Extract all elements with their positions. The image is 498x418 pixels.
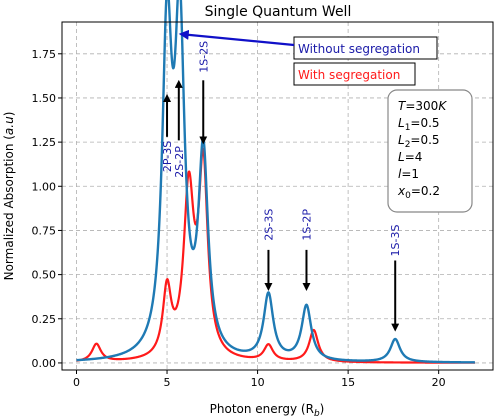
- series-line-with-segregation: [75, 147, 476, 364]
- annotation-with-segregation-text: With segregation: [298, 68, 400, 82]
- y-tick-label: 1.50: [32, 92, 57, 105]
- x-tick-label: 0: [73, 376, 80, 389]
- x-tick-label: 10: [251, 376, 265, 389]
- y-tick-label: 0.00: [32, 357, 57, 370]
- annotation-without-segregation: Without segregation: [293, 36, 438, 60]
- x-tick-label: 5: [164, 376, 171, 389]
- parameter-line: L=4: [398, 150, 422, 164]
- parameter-line: x0=0.2: [397, 184, 440, 201]
- y-tick-label: 0.75: [32, 224, 57, 237]
- parameter-line: l=1: [398, 167, 419, 181]
- annotation-without-segregation-text: Without segregation: [298, 42, 420, 56]
- ticks: 0 5 10 15 20 0.00 0.25 0.50 0.75 1.00 1.25 1.50 1.75: [32, 48, 446, 389]
- annotation-with-segregation: With segregation: [293, 62, 416, 86]
- peak-label-1s-3s: 1S-3S: [389, 225, 402, 257]
- parameter-line: L1=0.5: [398, 116, 440, 133]
- parameter-box: T=300K L1=0.5L2=0.5L=4 l=1 x0=0.2: [387, 89, 473, 213]
- peak-label-1s-2s: 1S-2S: [197, 41, 210, 73]
- y-tick-label: 1.00: [32, 180, 57, 193]
- x-tick-label: 20: [432, 376, 446, 389]
- y-tick-label: 1.25: [32, 136, 57, 149]
- plot-frame: [61, 21, 494, 371]
- peak-label-2s-3s: 2S-3S: [262, 209, 275, 241]
- y-tick-label: 1.75: [32, 48, 57, 61]
- x-axis-title: Photon energy (Rb): [210, 402, 325, 418]
- peak-label-2p-3s: 2P-3S: [161, 141, 174, 172]
- peak-label-1s-2p: 1S-2P: [300, 209, 313, 241]
- chart-title: Single Quantum Well: [205, 4, 352, 20]
- peak-label-2s-2p: 2S-2P: [173, 146, 186, 178]
- annotation-arrow: [178, 29, 295, 47]
- y-tick-label: 0.50: [32, 269, 57, 282]
- y-tick-label: 0.25: [32, 313, 57, 326]
- series-line-without-segregation: [75, 0, 476, 364]
- series-layer: [75, 0, 476, 364]
- x-tick-label: 15: [341, 376, 355, 389]
- parameter-line: L2=0.5: [398, 133, 440, 150]
- y-axis-title: Normalized Absorption (a.u): [2, 112, 16, 281]
- parameter-line: T=300K: [398, 99, 447, 113]
